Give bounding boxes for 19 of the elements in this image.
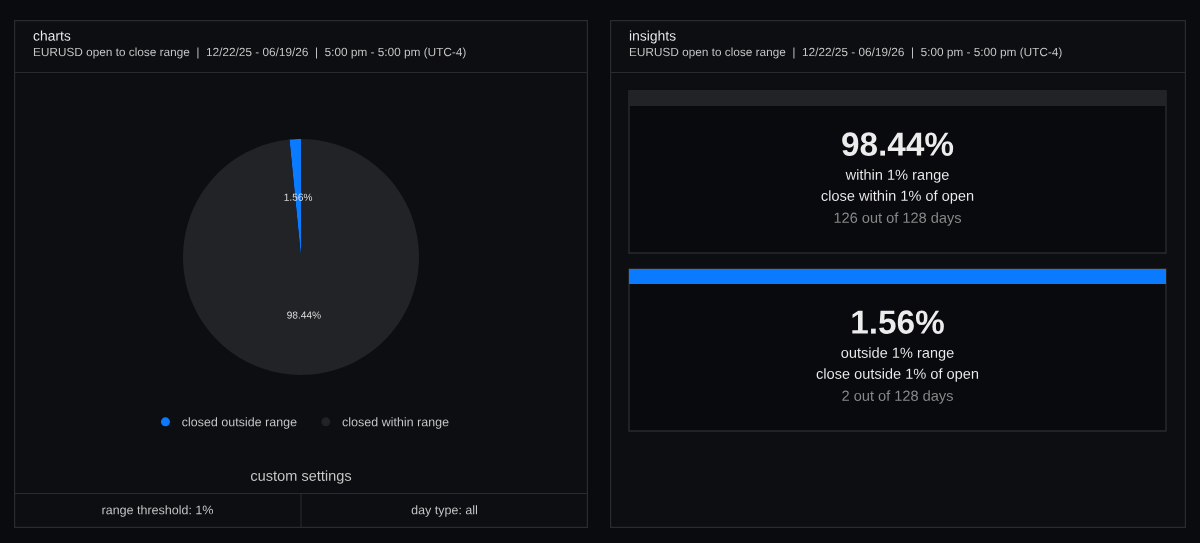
chart-title: charts (33, 30, 71, 41)
text: 1.56% (852, 310, 944, 334)
text: 98.44% (842, 132, 954, 156)
text: 126 out of 128 days (834, 212, 962, 226)
text: close within 1% of open (821, 190, 974, 204)
text: outside 1% range (841, 347, 954, 361)
legend-label: closed within range (342, 417, 449, 429)
text: EURUSD open to close range | 12/22/25 - 06/19/26 | 5:00 pm - 5:00 pm (UTC-4) (629, 47, 1062, 59)
text: insights (629, 30, 676, 44)
pie-slice (183, 139, 419, 375)
text: 2 out of 128 days (842, 390, 953, 404)
text: day type: all (411, 505, 478, 517)
text: close outside 1% of open (816, 368, 979, 382)
data-label: 98.44% (287, 311, 321, 319)
legend-label: closed outside range (182, 417, 297, 429)
text: range threshold: 1% (102, 505, 213, 517)
chart-subtitle: EURUSD open to close range | 12/22/25 - 06/19/26 | 5:00 pm - 5:00 pm (UTC-4) (33, 47, 466, 59)
text: custom settings (250, 470, 352, 484)
text: within 1% range (845, 169, 949, 183)
